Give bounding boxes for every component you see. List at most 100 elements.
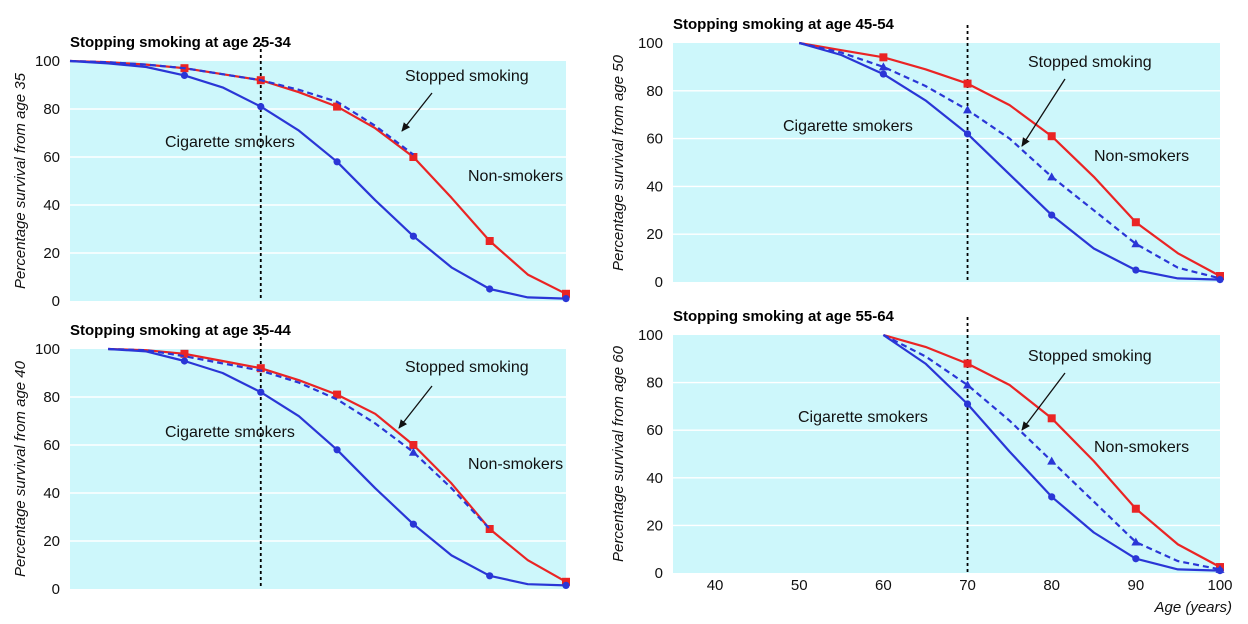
panel-2-y-axis-label: Percentage survival from age 40 — [12, 360, 29, 577]
panel-1-ytick-label: 0 — [52, 293, 60, 310]
panel-1-ytick-label: 20 — [43, 245, 60, 262]
panel-3-non-smokers-line — [799, 41, 1221, 277]
panel-1-y-axis-label: Percentage survival from age 35 — [12, 72, 29, 289]
panel-2-non-smokers-point — [333, 390, 342, 399]
panel-3-stopped-smoking-point — [1047, 172, 1057, 181]
panel-4-stopped-smoking-point — [963, 380, 973, 389]
panel-2-non-smokers-point — [409, 441, 418, 449]
panel-3-ytick-label: 40 — [646, 178, 663, 195]
panel-4-title: Stopping smoking at age 55-64 — [673, 308, 895, 325]
panel-1-cigarette-smokers-point — [486, 285, 494, 293]
panel-4-stopped-smoking-point — [1131, 537, 1141, 546]
panel-2-plot-area — [70, 349, 566, 589]
panel-3-non-smokers-point — [963, 79, 972, 88]
panel-3: 0 20 40 60 80 100 Stopping smoking at age 45-5… — [610, 16, 1224, 291]
panel-2-stopped-smoking-line — [108, 347, 491, 530]
panel-1-non-smokers-point — [485, 237, 494, 245]
panel-3-cigarette-smokers-line — [798, 41, 1221, 281]
panel-2-non-smokers-point — [256, 364, 265, 373]
panel-3-stopped-smoking-label: Stopped smoking — [1028, 54, 1152, 71]
panel-3-non-smokers-point — [879, 53, 888, 62]
panel-2-cigarette-smokers-point — [409, 520, 417, 528]
panel-3-cigarette-smokers-label: Cigarette smokers — [783, 118, 913, 135]
panel-4-ytick-label: 20 — [646, 517, 663, 534]
panel-4-ytick-label: 0 — [655, 565, 663, 582]
panel-3-ytick-label: 60 — [646, 131, 663, 148]
panel-2-title: Stopping smoking at age 35-44 — [70, 322, 292, 339]
panel-3-ytick-label: 0 — [655, 274, 663, 291]
panel-4-y-axis-label: Percentage survival from age 60 — [610, 345, 627, 562]
panel-2: 0 20 40 60 80 100 Stopping smoking at age 35-4… — [12, 322, 570, 598]
panel-4-xtick-label: 80 — [1043, 577, 1060, 594]
panel-4-non-smokers-point — [1131, 504, 1140, 513]
panel-4-cigarette-smokers-label: Cigarette smokers — [798, 409, 928, 426]
panel-1-non-smokers-point — [409, 153, 418, 161]
panel-3-cigarette-smokers-point — [1048, 211, 1056, 219]
panel-4-xtick-label: 70 — [959, 577, 976, 594]
panel-3-stopped-smoking-point — [1131, 239, 1141, 248]
panel-1-cigarette-smokers-point — [409, 232, 417, 240]
panel-4-non-smokers-point — [1047, 414, 1056, 423]
panel-4-non-smokers-label: Non-smokers — [1094, 439, 1189, 456]
panel-2-cigarette-smokers-point — [333, 446, 341, 454]
panel-4-xtick-label: 90 — [1128, 577, 1145, 594]
panel-3-plot-area — [673, 43, 1220, 282]
panel-1-cigarette-smokers-point — [180, 71, 189, 79]
panel-4-ytick-label: 80 — [646, 375, 663, 392]
panel-2-annotation-arrow — [398, 385, 433, 429]
panel-3-non-smokers-point — [1131, 218, 1140, 227]
panel-2-non-smokers-point — [180, 349, 189, 358]
panel-3-cigarette-smokers-point — [1132, 266, 1140, 274]
panel-2-ytick-label: 20 — [43, 533, 60, 550]
panel-1-cigarette-smokers-point — [562, 295, 570, 303]
panel-4-xtick-label: 50 — [791, 577, 808, 594]
panel-1-ytick-label: 100 — [35, 53, 60, 70]
panel-2-non-smokers-label: Non-smokers — [468, 456, 563, 473]
panel-3-stopped-smoking-line — [798, 41, 1221, 280]
panel-4-cigarette-smokers-point — [1132, 555, 1140, 563]
panel-4: 0 20 40 60 80 100 40 50 60 70 80 90 100 Age (years) St… — [610, 308, 1233, 616]
panel-2-ytick-label: 100 — [35, 341, 60, 358]
panel-1-annotation-arrow — [401, 92, 433, 132]
panel-3-non-smokers-label: Non-smokers — [1094, 148, 1189, 165]
panel-3-title: Stopping smoking at age 45-54 — [673, 16, 895, 33]
panel-1-ytick-label: 40 — [43, 197, 60, 214]
panel-4-stopped-smoking-label: Stopped smoking — [1028, 348, 1152, 365]
panel-4-xtick-label: 100 — [1207, 577, 1232, 594]
x-axis-label: Age (years) — [1153, 599, 1232, 616]
panel-1-non-smokers-point — [333, 102, 342, 111]
panel-4-ytick-label: 100 — [638, 327, 663, 344]
panel-4-xtick-label: 60 — [875, 577, 892, 594]
panel-3-cigarette-smokers-point — [1216, 276, 1224, 284]
panel-2-cigarette-smokers-point — [257, 388, 265, 396]
panel-1-cigarette-smokers-line — [69, 59, 567, 300]
panel-2-stopped-smoking-point — [408, 447, 418, 456]
panel-2-cigarette-smokers-point — [486, 572, 494, 580]
panel-1-stopped-smoking-line — [69, 59, 415, 156]
panel-2-non-smokers-point — [485, 525, 494, 533]
panel-2-ytick-label: 40 — [43, 485, 60, 502]
panel-4-ytick-label: 60 — [646, 422, 663, 439]
panel-3-non-smokers-point — [1047, 132, 1056, 141]
panel-1-stopped-smoking-label: Stopped smoking — [405, 68, 529, 85]
panel-1-cigarette-smokers-point — [333, 158, 341, 166]
panel-2-ytick-label: 0 — [52, 581, 60, 598]
panel-2-cigarette-smokers-point — [180, 357, 189, 365]
panel-1-ytick-label: 80 — [43, 101, 60, 118]
panel-1-cigarette-smokers-point — [257, 103, 265, 111]
panel-4-ytick-label: 40 — [646, 470, 663, 487]
panel-4-non-smokers-point — [963, 359, 972, 368]
panel-3-stopped-smoking-point — [878, 62, 888, 71]
panel-1: 0 20 40 60 80 100 Stopping smoking at age 25-3… — [12, 34, 570, 310]
panel-2-ytick-label: 80 — [43, 389, 60, 406]
panel-3-ytick-label: 100 — [638, 35, 663, 52]
panel-3-y-axis-label: Percentage survival from age 50 — [610, 54, 627, 271]
panel-3-cigarette-smokers-point — [963, 130, 972, 138]
panel-2-cigarette-smokers-label: Cigarette smokers — [165, 424, 295, 441]
panel-2-cigarette-smokers-point — [562, 581, 570, 590]
panel-4-annotation-arrow — [1021, 372, 1066, 431]
panel-1-non-smokers-point — [562, 289, 570, 298]
panel-4-cigarette-smokers-point — [963, 400, 972, 408]
